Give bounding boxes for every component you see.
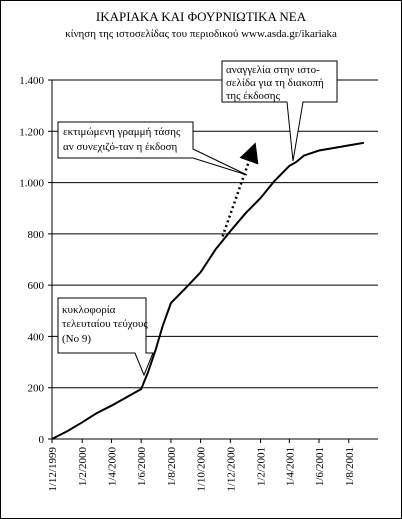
x-tick-label: 1/12/1999 (47, 447, 59, 492)
chart-subtitle: κίνηση της ιστοσελίδας του περιοδικού ww… (65, 28, 337, 40)
x-tick-label: 1/12/2000 (225, 447, 237, 492)
callout-trend: εκτιμώμενη γραμμή τάσης αν συνεχιζό-ταν … (57, 121, 248, 176)
y-tick-label: 0 (39, 434, 45, 446)
x-tick-label: 1/10/2000 (196, 447, 208, 492)
y-tick-label: 200 (28, 383, 45, 395)
x-tick-label: 1/8/2000 (166, 447, 178, 487)
callout-trend-line-2: αν συνεχιζό-ταν η έκδοση (63, 141, 178, 153)
callout-announcement-line-1: αναγγελία στην ιστο- (226, 64, 320, 76)
callout-last-issue: κυκλοφορία τελευταίου τεύχους (Νο 9) (57, 297, 154, 377)
x-tick-label: 1/2/2001 (256, 447, 268, 486)
y-tick-label: 1.000 (19, 178, 44, 190)
traffic-line (51, 141, 365, 440)
callout-announcement-line-3: της έκδοσης (226, 90, 281, 102)
callout-announcement: αναγγελία στην ιστο- σελίδα για τη διακο… (221, 60, 338, 162)
x-tick-labels: 1/12/1999 1/2/2000 1/4/2000 1/6/2000 1/8/200… (47, 447, 356, 492)
callout-trend-line-1: εκτιμώμενη γραμμή τάσης (63, 126, 181, 138)
y-tick-label: 800 (28, 229, 45, 241)
x-tick-label: 1/2/2000 (77, 447, 89, 487)
y-tick-label: 600 (28, 280, 45, 292)
y-tick-labels: 0 200 400 600 800 1.000 1.200 1.400 (19, 75, 44, 446)
x-tick-label: 1/6/2000 (136, 447, 148, 487)
x-tick-label: 1/8/2001 (344, 447, 356, 486)
callout-last-issue-line-2: τελευταίου τεύχους (62, 318, 148, 330)
axes (51, 80, 378, 443)
callout-last-issue-line-3: (Νο 9) (62, 333, 91, 345)
y-tick-label: 400 (28, 331, 45, 343)
x-tick-label: 1/6/2001 (314, 447, 326, 486)
y-tick-label: 1.400 (19, 75, 44, 87)
x-tick-label: 1/4/2000 (106, 447, 118, 487)
callout-announcement-line-2: σελίδα για τη διακοπή (226, 77, 324, 89)
callout-last-issue-line-1: κυκλοφορία (62, 304, 116, 316)
chart-title: ΙΚΑΡΙΑΚΑ ΚΑΙ ΦΟΥΡΝΙΩΤΙΚΑ ΝΕΑ (96, 9, 307, 24)
x-tick-label: 1/4/2001 (284, 447, 296, 486)
y-tick-label: 1.200 (19, 126, 44, 138)
